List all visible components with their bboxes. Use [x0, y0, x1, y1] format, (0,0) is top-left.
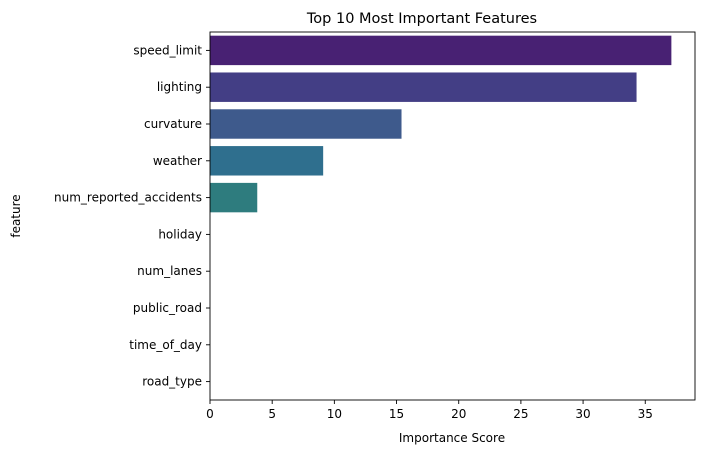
- x-tick-label-20: 20: [451, 407, 466, 421]
- y-tick-label-road-type: road_type: [142, 375, 202, 389]
- bars-group: [210, 35, 672, 213]
- x-tick-label-5: 5: [268, 407, 276, 421]
- x-tick-label-30: 30: [575, 407, 590, 421]
- x-tick-label-15: 15: [389, 407, 404, 421]
- y-tick-label-num-lanes: num_lanes: [137, 264, 202, 278]
- y-tick-label-time-of-day: time_of_day: [129, 338, 202, 352]
- y-axis-ticks: speed_limit lighting curvature weather num_r…: [54, 43, 210, 389]
- bar-weather: [210, 146, 324, 176]
- y-tick-label-num-reported-accidents: num_reported_accidents: [54, 191, 202, 205]
- x-tick-label-0: 0: [206, 407, 214, 421]
- bar-curvature: [210, 109, 402, 139]
- x-axis-ticks: 0 5 10 15 20 25 30 35: [206, 400, 653, 421]
- y-tick-label-curvature: curvature: [144, 117, 202, 131]
- x-tick-label-25: 25: [513, 407, 528, 421]
- chart-title: Top 10 Most Important Features: [306, 11, 537, 27]
- y-axis-label: feature: [9, 194, 23, 237]
- bar-lighting: [210, 72, 637, 102]
- y-tick-label-public-road: public_road: [133, 301, 202, 315]
- x-tick-label-10: 10: [327, 407, 342, 421]
- y-tick-label-weather: weather: [153, 154, 202, 168]
- y-tick-label-lighting: lighting: [157, 80, 202, 94]
- bar-num-reported-accidents: [210, 182, 258, 213]
- y-tick-label-holiday: holiday: [158, 227, 202, 241]
- x-axis-label: Importance Score: [399, 431, 505, 445]
- x-tick-label-35: 35: [638, 407, 653, 421]
- bar-speed-limit: [210, 35, 672, 66]
- plot-frame: [209, 31, 696, 401]
- y-tick-label-speed-limit: speed_limit: [133, 43, 202, 57]
